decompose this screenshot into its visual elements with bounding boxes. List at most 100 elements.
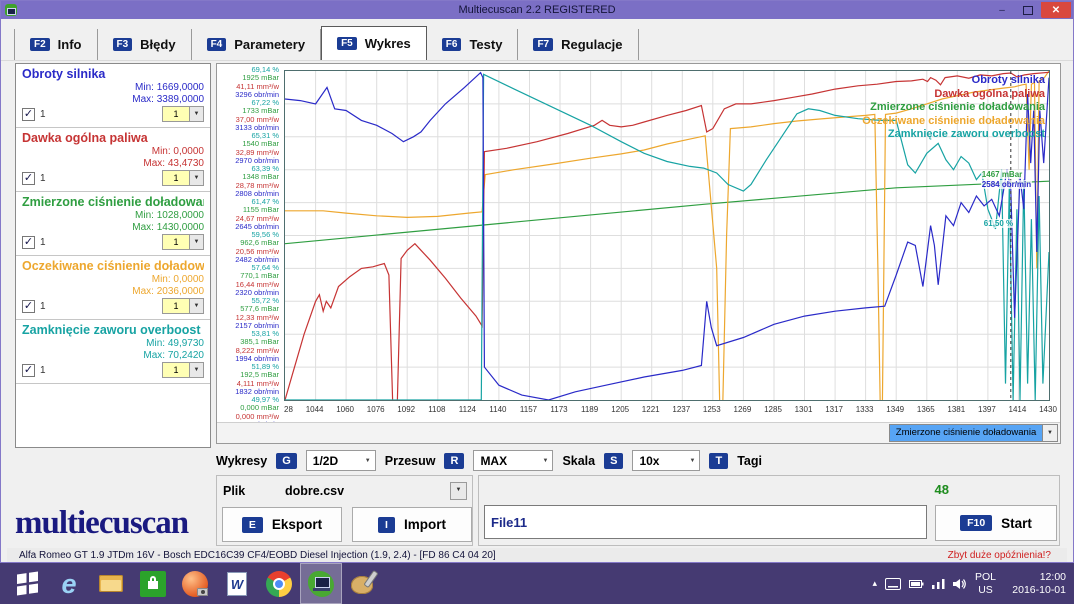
start-taskbar-button[interactable] bbox=[6, 563, 48, 604]
tab-regulacje[interactable]: F7 Regulacje bbox=[518, 29, 639, 60]
import-label: Import bbox=[403, 517, 446, 532]
tab-testy[interactable]: F6 Testy bbox=[427, 29, 519, 60]
param-minmax: Min: 0,0000 Max: 43,4730 bbox=[143, 146, 204, 169]
x-axis-label: 1060 bbox=[336, 405, 354, 414]
close-button[interactable]: ✕ bbox=[1041, 2, 1071, 18]
param-scale-select[interactable]: 1 ▼ bbox=[162, 298, 204, 314]
chrome-icon bbox=[266, 570, 292, 597]
start-label: Start bbox=[1001, 515, 1032, 531]
paint-taskbar-button[interactable] bbox=[342, 563, 384, 604]
tab-błędy[interactable]: F3 Błędy bbox=[98, 29, 192, 60]
fkey-badge: F7 bbox=[533, 38, 554, 51]
fkey-badge: F2 bbox=[30, 38, 50, 51]
start-button[interactable]: F10 Start bbox=[935, 505, 1057, 541]
store-taskbar-button[interactable] bbox=[132, 563, 174, 604]
x-axis-label: 1414 bbox=[1008, 405, 1027, 414]
minimize-button[interactable]: – bbox=[999, 4, 1005, 16]
param-checkbox[interactable]: ✓ 1 bbox=[22, 235, 46, 249]
param-scale-select[interactable]: 1 ▼ bbox=[162, 362, 204, 378]
chrome-taskbar-button[interactable] bbox=[258, 563, 300, 604]
y-axis-label: 59,56 % bbox=[251, 230, 279, 239]
przesuw-label: Przesuw bbox=[384, 453, 436, 468]
param-checkbox[interactable]: ✓ 1 bbox=[22, 363, 46, 377]
fkey-badge: F6 bbox=[441, 38, 462, 51]
maximize-button[interactable] bbox=[1015, 2, 1041, 18]
network-signal-icon[interactable] bbox=[931, 578, 945, 589]
multiecuscan-taskbar-button[interactable] bbox=[300, 563, 342, 604]
param-section-1: Obroty silnika Min: 1669,0000 Max: 3389,00… bbox=[16, 64, 210, 128]
y-axis-label: 51,89 % bbox=[251, 362, 279, 371]
cursor-value-label: 2584 obr/min bbox=[980, 179, 1033, 189]
param-minmax: Min: 1028,0000 Max: 1430,0000 bbox=[132, 210, 204, 233]
import-button[interactable]: I Import bbox=[352, 507, 472, 542]
param-checkbox[interactable]: ✓ 1 bbox=[22, 107, 46, 121]
x-axis-label: 1269 bbox=[733, 405, 752, 414]
przesuw-value: MAX bbox=[480, 453, 508, 468]
param-checkbox[interactable]: ✓ 1 bbox=[22, 171, 46, 185]
app-icon bbox=[5, 4, 17, 16]
przesuw-select[interactable]: MAX ▼ bbox=[473, 450, 554, 471]
file-panel: Plik dobre.csv ▼ E Eksport I Import bbox=[216, 475, 473, 546]
chart-plot-area[interactable]: Obroty silnika Dawka ogólna paliwa Zmierzo… bbox=[284, 70, 1050, 401]
battery-icon[interactable] bbox=[908, 579, 924, 589]
y-axis-label: 0,000 mm³/w bbox=[235, 411, 279, 421]
checkbox-check-icon: ✓ bbox=[22, 107, 35, 121]
param-checkbox[interactable]: ✓ 1 bbox=[22, 299, 46, 313]
param-scale-select[interactable]: 1 ▼ bbox=[162, 170, 204, 186]
param-name: Zmierzone ciśnienie doładowania bbox=[22, 195, 204, 209]
chart-footer[interactable]: Zmierzone ciśnienie doładowania ▼ bbox=[217, 422, 1060, 443]
file-select-value[interactable]: dobre.csv bbox=[285, 484, 345, 498]
filename-input[interactable] bbox=[484, 505, 927, 539]
y-axis-label: 1925 mBar bbox=[242, 73, 279, 83]
skala-select[interactable]: 10x ▼ bbox=[632, 450, 701, 471]
export-label: Eksport bbox=[271, 517, 323, 532]
wykresy-select[interactable]: 1/2D ▼ bbox=[305, 450, 376, 471]
param-scale-select[interactable]: 1 ▼ bbox=[162, 234, 204, 250]
word-taskbar-button[interactable] bbox=[216, 563, 258, 604]
window-title: Multiecuscan 2.2 REGISTERED bbox=[458, 4, 616, 16]
y-axis-label: 962,6 mBar bbox=[240, 238, 279, 248]
y-axis-label: 67,22 % bbox=[251, 98, 279, 107]
x-axis-label: 1221 bbox=[641, 405, 660, 414]
x-axis-label: 1237 bbox=[672, 405, 691, 414]
chevron-down-icon[interactable]: ▼ bbox=[450, 482, 467, 500]
explorer-taskbar-button[interactable] bbox=[90, 563, 132, 604]
parameter-selector[interactable]: Zmierzone ciśnienie doładowania ▼ bbox=[889, 424, 1058, 442]
fkey-badge: F5 bbox=[337, 37, 357, 50]
x-axis-label: 1365 bbox=[916, 405, 935, 414]
hidden-icons-arrow[interactable]: ▴ bbox=[872, 578, 877, 588]
touch-keyboard-icon[interactable] bbox=[884, 577, 901, 590]
param-scale-select[interactable]: 1 ▼ bbox=[162, 106, 204, 122]
tab-label: Parametery bbox=[234, 37, 306, 52]
y-axis-label: 2482 obr/min bbox=[235, 254, 279, 264]
camera-taskbar-button[interactable] bbox=[174, 563, 216, 604]
y-axis-label: 770,1 mBar bbox=[240, 271, 279, 281]
clock[interactable]: 12:00 2016-10-01 bbox=[1004, 571, 1066, 597]
sample-counter: 48 bbox=[934, 482, 949, 497]
param-scale-value: 1 bbox=[163, 299, 189, 313]
checkbox-check-icon: ✓ bbox=[22, 235, 35, 249]
chevron-down-icon: ▼ bbox=[189, 299, 203, 313]
paint-icon bbox=[350, 571, 376, 597]
language-primary: POL bbox=[974, 570, 996, 583]
y-axis-label: 24,67 mm³/w bbox=[235, 213, 279, 223]
tab-info[interactable]: F2 Info bbox=[14, 29, 98, 60]
language-indicator[interactable]: POL US bbox=[975, 571, 996, 597]
y-axis-label: 2157 obr/min bbox=[235, 320, 279, 330]
chart-legend: Obroty silnika Dawka ogólna paliwa Zmierzo… bbox=[862, 74, 1045, 142]
tab-parametery[interactable]: F4 Parametery bbox=[192, 29, 322, 60]
tab-wykres[interactable]: F5 Wykres bbox=[321, 26, 427, 60]
tab-label: Wykres bbox=[364, 36, 411, 51]
export-button[interactable]: E Eksport bbox=[222, 507, 342, 542]
volume-icon[interactable] bbox=[952, 578, 967, 590]
param-scale-value: 1 bbox=[163, 107, 189, 121]
y-axis-label: 61,47 % bbox=[251, 197, 279, 206]
chart-canvas bbox=[285, 71, 1049, 400]
skala-label: Skala bbox=[562, 453, 596, 468]
chevron-down-icon: ▼ bbox=[542, 457, 549, 464]
y-axis-label: 0,000 mBar bbox=[240, 403, 279, 413]
chevron-down-icon: ▼ bbox=[364, 457, 371, 464]
clock-date: 2016-10-01 bbox=[1012, 583, 1066, 596]
ie-taskbar-button[interactable] bbox=[48, 563, 90, 604]
